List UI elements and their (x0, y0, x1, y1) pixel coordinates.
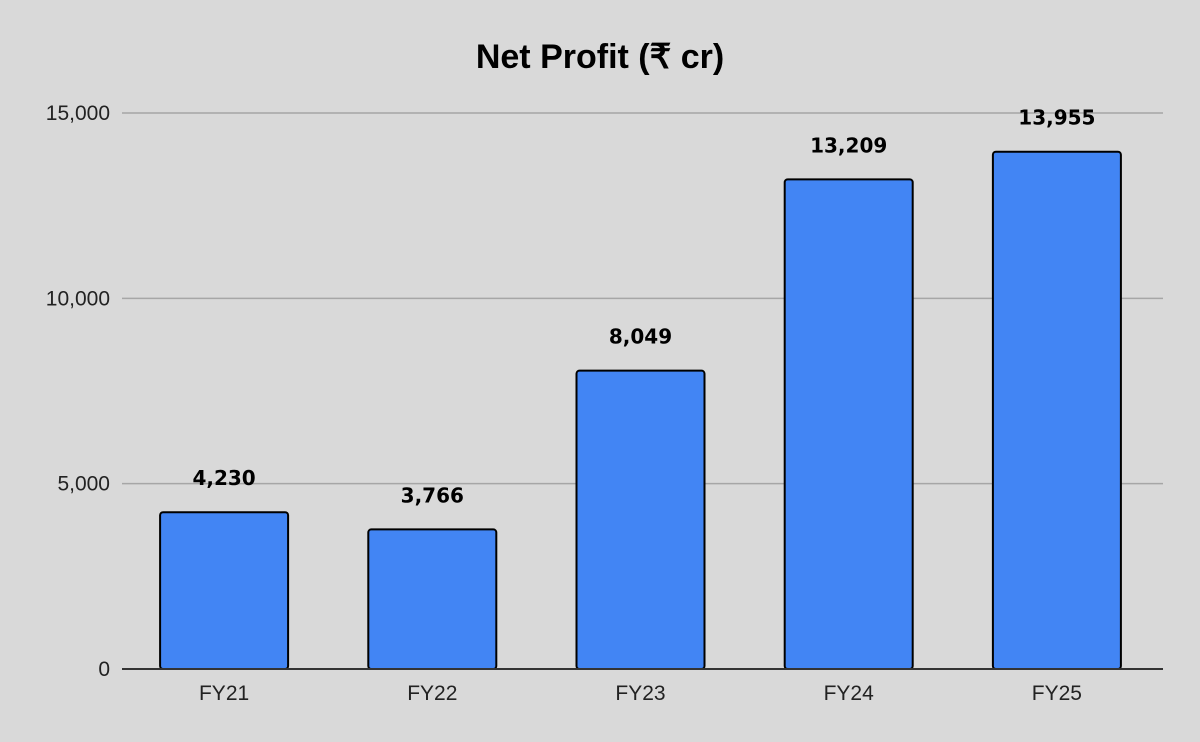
data-label: 4,230 (192, 466, 255, 490)
chart-title: Net Profit (₹ cr) (476, 38, 724, 76)
y-tick-label: 15,000 (46, 102, 110, 125)
axis-layer: 0 5,000 10,000 15,000 FY21 FY22 FY23 FY24 FY25 (46, 102, 1163, 705)
x-tick-label: FY25 (1032, 682, 1082, 705)
y-tick-label: 5,000 (57, 473, 110, 496)
data-label: 3,766 (401, 483, 464, 507)
bars-layer (159, 150, 1122, 671)
y-tick-label: 0 (98, 658, 110, 681)
y-tick-label: 10,000 (46, 287, 110, 310)
data-label: 13,955 (1018, 106, 1095, 130)
x-tick-label: FY21 (199, 682, 249, 705)
bar-fy25 (991, 150, 1122, 670)
bar-fy23 (575, 369, 706, 670)
data-labels-layer: 4,230 3,766 8,049 13,209 13,955 (192, 106, 1095, 508)
bar-fy21 (159, 511, 290, 671)
bar-fy22 (367, 528, 498, 670)
data-label: 13,209 (810, 133, 887, 157)
data-label: 8,049 (609, 325, 672, 349)
x-tick-label: FY22 (407, 682, 457, 705)
x-tick-label: FY24 (824, 682, 875, 705)
x-tick-label: FY23 (615, 682, 665, 705)
bar-fy24 (783, 178, 914, 670)
